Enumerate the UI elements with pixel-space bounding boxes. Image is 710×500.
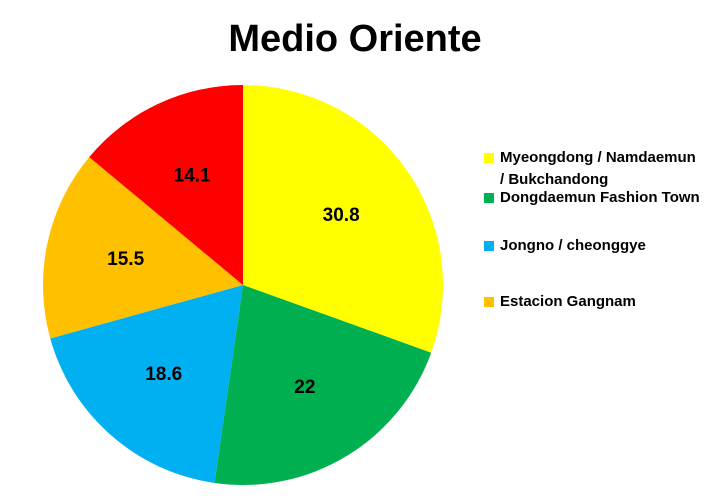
legend-swatch [484, 297, 494, 307]
slice-jongno [50, 285, 243, 483]
legend-label: Dongdaemun Fashion Town [500, 189, 700, 206]
legend-entry-dongdaemun: Dongdaemun Fashion Town [484, 187, 704, 209]
legend-entry-gangnam: Estacion Gangnam [484, 291, 704, 313]
data-label-jongno: 18.6 [145, 364, 182, 385]
legend-label: Estacion Gangnam [500, 293, 636, 310]
slice-gangnam [43, 157, 244, 339]
chart-title: Medio Oriente [228, 18, 482, 60]
data-label-gangnam: 15.5 [107, 249, 144, 270]
legend-swatch [484, 193, 494, 203]
legend-label: Jongno / cheonggye [500, 237, 646, 254]
legend-swatch [484, 153, 494, 163]
slice-dongdaemun [214, 285, 432, 485]
data-label-other: 14.1 [174, 165, 211, 186]
legend-entry-myeongdong: Myeongdong / Namdaemun / Bukchandong [484, 147, 704, 191]
legend-entry-jongno: Jongno / cheonggye [484, 235, 704, 257]
chart-legend: Myeongdong / Namdaemun / Bukchandong Don… [484, 147, 704, 313]
slice-myeongdong [243, 85, 443, 353]
legend-swatch [484, 241, 494, 251]
slice-other [89, 85, 243, 285]
data-label-dongdaemun: 22 [294, 377, 315, 398]
legend-label: Myeongdong / Namdaemun / Bukchandong [500, 149, 696, 188]
data-label-myeongdong: 30.8 [323, 205, 360, 226]
